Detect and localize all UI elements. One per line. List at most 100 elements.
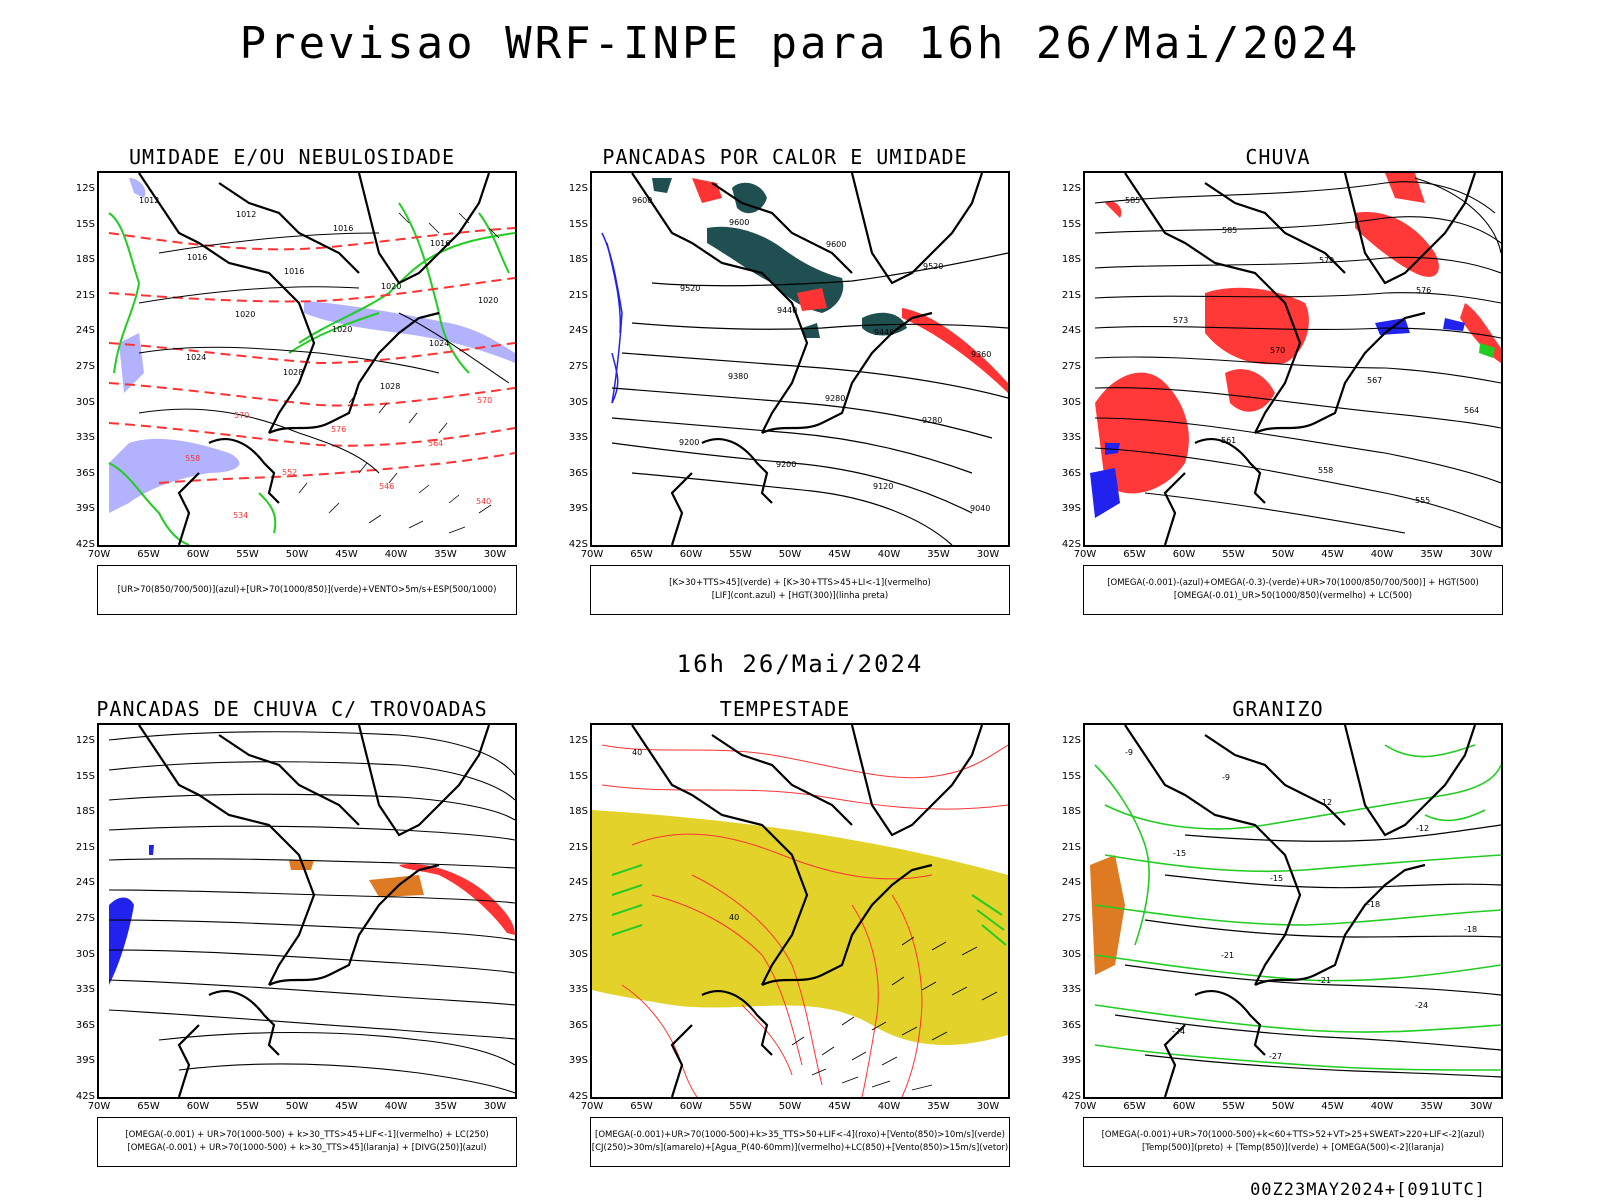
y-axis: 12S 15S 18S 21S 24S 27S 30S 33S 36S 39S 42S bbox=[550, 171, 588, 550]
map-plot: 9600 9600 9600 9520 9520 9440 9440 9360 9380 9280… bbox=[590, 171, 1010, 547]
lif-blue-contours bbox=[601, 232, 623, 404]
x-tick-label: 50W bbox=[778, 1101, 802, 1112]
x-tick-label: 30W bbox=[1469, 1101, 1493, 1112]
x-axis: 70W 65W 60W 55W 50W 45W 40W 35W 30W bbox=[88, 549, 517, 563]
y-tick-label: 24S bbox=[1061, 325, 1081, 337]
y-tick-label: 12S bbox=[75, 735, 95, 746]
x-tick-label: 65W bbox=[630, 549, 653, 560]
contour-label: 1016 bbox=[430, 239, 450, 248]
x-tick-label: 65W bbox=[137, 1101, 160, 1112]
contour-label: -21 bbox=[1318, 976, 1331, 985]
y-tick-label: 12S bbox=[568, 735, 588, 746]
x-tick-label: 35W bbox=[1420, 549, 1443, 560]
y-tick-label: 12S bbox=[1061, 183, 1081, 194]
map-svg: 9600 9600 9600 9520 9520 9440 9440 9360 9380 9280… bbox=[601, 173, 1008, 545]
y-tick-label: 30S bbox=[568, 948, 588, 960]
contour-label: 9040 bbox=[970, 504, 990, 513]
x-tick-label: 55W bbox=[729, 1101, 752, 1112]
contour-label: 9440 bbox=[777, 306, 797, 315]
country-borders bbox=[631, 173, 984, 545]
y-tick-label: 33S bbox=[568, 984, 588, 996]
legend-line-2: [OMEGA(-0.01)_UR>50(1000/850)(vermelho) … bbox=[1173, 591, 1413, 601]
x-tick-label: 65W bbox=[137, 549, 160, 560]
x-tick-label: 35W bbox=[1420, 1101, 1443, 1112]
temp500-black-contours bbox=[1114, 824, 1501, 1078]
panel-legend: [UR>70(850/700/500)](azul)+[UR>70(1000/8… bbox=[97, 565, 517, 615]
map-plot: 1012 1012 1016 1016 1016 1016 1020 1020 1020 1020… bbox=[97, 171, 517, 547]
x-tick-label: 50W bbox=[1271, 549, 1295, 560]
y-tick-label: 27S bbox=[1061, 913, 1081, 924]
contour-label: 579 bbox=[1319, 256, 1334, 265]
x-axis: 70W 65W 60W 55W 50W 45W 40W 35W 30W bbox=[88, 1101, 517, 1115]
legend-line-2: [CJ(250)>30m/s](amarelo)+[Agua_P(40-60mm… bbox=[591, 1143, 1009, 1153]
y-axis: 12S 15S 18S 21S 24S 27S 30S 33S 36S 39S 42S bbox=[1043, 723, 1081, 1102]
x-tick-label: 45W bbox=[1321, 1101, 1344, 1112]
main-title: Previsao WRF-INPE para 16h 26/Mai/2024 bbox=[239, 18, 1361, 69]
contour-label: -18 bbox=[1464, 925, 1477, 934]
y-tick-label: 21S bbox=[568, 841, 588, 853]
y-axis: 12S 15S 18S 21S 24S 27S 30S 33S 36S 39S 42S bbox=[550, 723, 588, 1102]
y-tick-label: 42S bbox=[568, 539, 588, 550]
y-tick-label: 30S bbox=[75, 948, 95, 960]
y-tick-label: 30S bbox=[1061, 396, 1081, 408]
x-tick-label: 35W bbox=[927, 1101, 950, 1112]
y-axis: 12S 15S 18S 21S 24S 27S 30S 33S 36S 39S 42S bbox=[57, 171, 95, 550]
y-tick-label: 18S bbox=[75, 254, 95, 266]
y-tick-label: 21S bbox=[75, 289, 95, 301]
hgt500-streamlines bbox=[1094, 177, 1501, 534]
country-borders bbox=[631, 725, 984, 1097]
y-tick-label: 36S bbox=[1061, 467, 1081, 479]
x-tick-label: 60W bbox=[1172, 1101, 1196, 1112]
y-axis: 12S 15S 18S 21S 24S 27S 30S 33S 36S 39S 42S bbox=[1043, 171, 1081, 550]
country-borders bbox=[1124, 173, 1477, 545]
y-tick-label: 12S bbox=[1061, 735, 1081, 746]
contour-label: 1020 bbox=[478, 296, 498, 305]
panel-title: TEMPESTADE bbox=[719, 697, 851, 721]
y-tick-label: 30S bbox=[568, 396, 588, 408]
legend-line-1: [UR>70(850/700/500)](azul)+[UR>70(1000/8… bbox=[117, 584, 497, 595]
contour-label: 9280 bbox=[922, 416, 942, 425]
map-svg bbox=[108, 725, 515, 1097]
y-tick-label: 42S bbox=[1061, 539, 1081, 550]
contour-label: 1016 bbox=[284, 267, 304, 276]
country-borders bbox=[1124, 725, 1477, 1097]
contour-label: 9600 bbox=[632, 196, 652, 205]
x-tick-label: 30W bbox=[976, 1101, 1000, 1112]
y-tick-label: 12S bbox=[75, 183, 95, 194]
legend-line-2: [OMEGA(-0.001) + UR>70(1000-500) + k>30_… bbox=[127, 1143, 487, 1153]
y-tick-label: 24S bbox=[568, 325, 588, 337]
contour-label: 570 bbox=[1270, 346, 1285, 355]
panel-umidade: UMIDADE E/OU NEBULOSIDADE 12S 15S 18S 21S 24… bbox=[57, 145, 527, 635]
contour-label: 1028 bbox=[283, 368, 303, 377]
contour-label: 570 bbox=[234, 411, 249, 420]
contour-label: 1028 bbox=[380, 382, 400, 391]
contour-label: 9380 bbox=[728, 372, 748, 381]
contour-label: 576 bbox=[1416, 286, 1431, 295]
contour-label: 585 bbox=[1125, 196, 1140, 205]
x-tick-label: 70W bbox=[87, 1101, 111, 1112]
contour-label: 555 bbox=[1415, 496, 1430, 505]
panel-tempestade: TEMPESTADE 12S 15S 18S 21S 24S 27S 30S 33S 36S 39… bbox=[550, 697, 1020, 1187]
contour-label: 558 bbox=[185, 454, 200, 463]
x-tick-label: 50W bbox=[285, 549, 309, 560]
x-tick-label: 30W bbox=[1469, 549, 1493, 560]
contour-label: 9200 bbox=[776, 460, 796, 469]
contour-label: 1020 bbox=[381, 282, 401, 291]
map-plot bbox=[97, 723, 517, 1099]
x-tick-label: 45W bbox=[1321, 549, 1344, 560]
legend-line-1: [OMEGA(-0.001)+UR>70(1000-500)+k>35_TTS>… bbox=[595, 1130, 1005, 1140]
country-borders bbox=[138, 725, 491, 1097]
contour-label: 9120 bbox=[873, 482, 893, 491]
contour-label: 40 bbox=[632, 748, 642, 757]
y-tick-label: 36S bbox=[75, 1019, 95, 1031]
x-tick-label: 60W bbox=[186, 549, 210, 560]
contour-label: -9 bbox=[1222, 773, 1230, 782]
x-tick-label: 35W bbox=[434, 1101, 457, 1112]
y-tick-label: 33S bbox=[568, 432, 588, 444]
x-tick-label: 30W bbox=[483, 549, 507, 560]
panel-legend: [OMEGA(-0.001)+UR>70(1000-500)+k>35_TTS>… bbox=[590, 1117, 1010, 1167]
y-tick-label: 27S bbox=[75, 361, 95, 372]
x-tick-label: 30W bbox=[483, 1101, 507, 1112]
x-axis: 70W 65W 60W 55W 50W 45W 40W 35W 30W bbox=[1074, 1101, 1503, 1115]
x-tick-label: 45W bbox=[335, 549, 358, 560]
